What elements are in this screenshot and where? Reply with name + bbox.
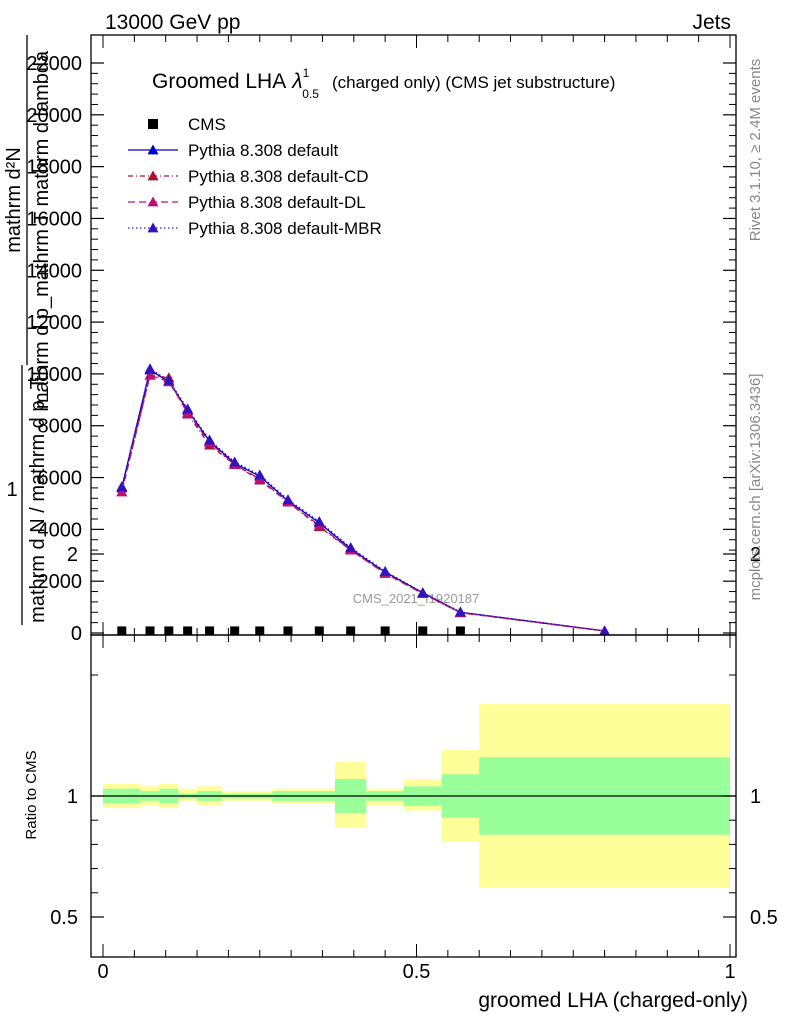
- series-line-4: [121, 367, 605, 632]
- series-3-point: [116, 486, 128, 497]
- y-tick-label: 14000: [26, 260, 82, 282]
- series-4-point: [282, 494, 294, 504]
- ratio-y-tick-label-right: 1: [750, 786, 761, 808]
- legend-label-1: Pythia 8.308 default: [188, 141, 339, 160]
- y-tick-label: 22000: [26, 53, 82, 75]
- y-tick-label: 10000: [26, 364, 82, 386]
- x-tick-label: 0.5: [403, 961, 431, 983]
- series-4-point: [599, 625, 611, 636]
- ratio-y-tick-label: 0.5: [50, 907, 78, 929]
- series-4-point: [116, 481, 128, 492]
- ratio-y-tick-label-right: 2: [750, 544, 761, 566]
- series-4-point: [345, 542, 357, 552]
- ratio-y-tick-label: 2: [67, 544, 78, 566]
- series-line-3: [121, 374, 605, 632]
- legend-label-0: CMS: [188, 115, 226, 134]
- series-4-point: [254, 469, 266, 480]
- ylabel-one: 1: [6, 479, 17, 501]
- legend-label-4: Pythia 8.308 default-MBR: [188, 219, 382, 238]
- ratio-bands: [91, 704, 736, 888]
- y-tick-label: 6000: [38, 468, 83, 490]
- main-y-tick-labels: 0 2000 4000 6000 8000 10000 12000 14000 16000 180…: [26, 53, 82, 645]
- legend: CMS Pythia 8.308 default Pythia 8.308 defa…: [128, 115, 382, 238]
- legend-marker-2: [147, 170, 159, 181]
- legend-marker-3: [147, 196, 159, 207]
- ratio-axis-ticks: [91, 553, 736, 957]
- legend-marker-1: [147, 144, 159, 155]
- mcplots-credit-label: mcplots.cern.ch [arXiv:1306.3436]: [747, 374, 764, 601]
- series-4-point: [229, 456, 241, 467]
- y-tick-label: 12000: [26, 312, 82, 334]
- y-tick-label: 18000: [26, 157, 82, 179]
- y-tick-label: 0: [71, 623, 82, 645]
- ratio-y-axis-label: Ratio to CMS: [23, 750, 40, 839]
- series-4-point: [163, 374, 175, 385]
- data-point-cms: [117, 626, 127, 636]
- main-plot-panel: 0 2000 4000 6000 8000 10000 12000 14000 16000 180…: [3, 34, 737, 645]
- legend-marker-4: [147, 222, 159, 233]
- energy-label: 13000 GeV pp: [105, 11, 240, 34]
- series-4-point: [144, 363, 156, 374]
- process-label: Jets: [692, 11, 731, 34]
- data-point-cms: [255, 626, 265, 636]
- data-point-cms: [346, 626, 356, 636]
- series-3-point: [144, 369, 156, 380]
- plot-title: Groomed LHA λ1 0.5(charged only) (CMS jet …: [152, 66, 615, 101]
- ylabel-normalization: mathrm d N / mathrm d p_T: [27, 377, 49, 623]
- rivet-version-label: Rivet 3.1.10, ≥ 2.4M events: [747, 59, 764, 242]
- data-point-cms: [455, 626, 465, 636]
- series-4-point: [454, 606, 466, 617]
- y-tick-label: 2000: [38, 571, 83, 593]
- y-tick-label: 20000: [26, 105, 82, 127]
- y-tick-label: 8000: [38, 416, 83, 438]
- series-4-point: [313, 516, 325, 526]
- series-4-point: [379, 565, 391, 576]
- data-point-cms: [230, 626, 240, 636]
- data-point-cms: [314, 626, 324, 636]
- main-y-axis-label: mathrm d²N mathrm d p_mathrm T mathrm d …: [3, 35, 53, 625]
- series-4-point: [417, 587, 429, 597]
- data-point-cms: [164, 626, 174, 636]
- legend-label-2: Pythia 8.308 default-CD: [188, 167, 369, 186]
- series-layer: [116, 363, 611, 636]
- x-axis-label: groomed LHA (charged-only): [478, 989, 748, 1012]
- ratio-y-tick-label: 1: [67, 786, 78, 808]
- legend-marker-0: [148, 119, 158, 129]
- ratio-y-tick-label-right: 0.5: [750, 907, 778, 929]
- ratio-tick-labels: 0.5 0.5 1 1 2 2 0 0.5 1: [50, 544, 778, 983]
- data-point-cms: [283, 626, 293, 636]
- y-tick-label: 16000: [26, 208, 82, 230]
- data-point-cms: [380, 626, 390, 636]
- x-tick-label: 0: [97, 961, 108, 983]
- series-4-point: [182, 403, 194, 414]
- data-point-cms: [183, 626, 193, 636]
- x-tick-label: 1: [724, 961, 735, 983]
- analysis-watermark: CMS_2021_I1920187: [353, 591, 480, 606]
- legend-label-3: Pythia 8.308 default-DL: [188, 193, 366, 212]
- series-4-point: [204, 434, 216, 445]
- data-point-cms: [145, 626, 155, 636]
- ylabel-numerator: mathrm d²N: [3, 147, 25, 253]
- ratio-plot-panel: 0.5 0.5 1 1 2 2 0 0.5 1 Ratio to CMS groomed LHA…: [23, 544, 778, 1012]
- data-point-cms: [418, 626, 428, 636]
- y-tick-label: 4000: [38, 519, 83, 541]
- ylabel-denominator: mathrm d p_mathrm T mathrm d lambda: [31, 50, 53, 409]
- data-point-cms: [205, 626, 215, 636]
- main-axis-ticks: [91, 35, 736, 635]
